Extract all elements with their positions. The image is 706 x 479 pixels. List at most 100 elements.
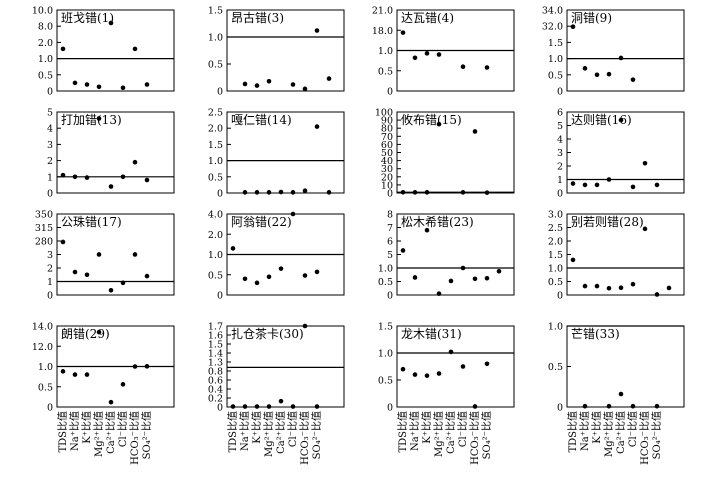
panel-title: 达瓦错(4): [401, 11, 454, 25]
data-point: [630, 184, 636, 190]
y-tick-label: 1.0: [548, 322, 563, 333]
x-tick-label: TDS比值: [566, 411, 579, 453]
data-point: [642, 226, 648, 232]
data-point: [314, 404, 320, 409]
panel-0: 10.0 8.0 2.0 1.0 0.5 0 班戈错(1): [32, 6, 175, 98]
panel-title: 嘎仁错(14): [231, 113, 292, 127]
y-tick-label: 1: [557, 175, 563, 186]
data-point: [618, 285, 624, 291]
x-tick-label: Na⁺比值: [578, 411, 591, 451]
y-tick-label: 0.5: [378, 66, 393, 77]
panel-title: 松木希错(23): [401, 214, 474, 229]
y-tick-label: 20: [381, 172, 393, 183]
data-point: [424, 227, 430, 233]
data-point: [460, 265, 466, 271]
data-point: [72, 372, 78, 377]
y-tick-label: 40: [381, 156, 393, 167]
data-point: [60, 239, 66, 245]
data-point: [654, 182, 660, 188]
plot-frame: [226, 9, 345, 92]
data-point: [266, 78, 272, 84]
data-point: [230, 246, 236, 251]
data-point: [266, 190, 272, 195]
data-point: [606, 177, 612, 182]
data-point: [144, 82, 150, 87]
data-point: [460, 190, 466, 195]
panel-title: 公珠错(17): [61, 215, 122, 229]
y-tick-label: 0.5: [208, 60, 223, 71]
data-point: [290, 404, 296, 409]
y-tick-label: 280: [35, 237, 53, 248]
data-point: [496, 268, 502, 274]
y-tick-label: 2: [557, 162, 563, 173]
data-point: [436, 121, 442, 127]
x-tick-label: HCO₃⁻比值: [638, 411, 651, 465]
panel-15: 1.0 0.5 0 芒错(33) TDS比值 Na⁺比值 K⁺比值 Mg²⁺比值 Ca²⁺比值 C…: [548, 322, 685, 465]
panel-3: 34.0 32.0 1.5 1.0 0.5 0 洞错(9): [542, 6, 685, 98]
data-point: [654, 403, 660, 409]
y-tick-label: 0: [217, 403, 223, 414]
data-point: [484, 275, 490, 281]
x-tick-label: SO₄²⁻比值: [310, 411, 323, 459]
data-point: [132, 159, 138, 165]
data-point: [72, 80, 78, 86]
data-point: [326, 76, 332, 81]
data-point: [266, 274, 272, 280]
x-tick-label: HCO₃⁻比值: [468, 411, 481, 465]
data-point: [594, 283, 600, 289]
data-point: [400, 366, 406, 372]
panel-11: 3.0 2.5 2.0 1.5 1.0 0.5 0 别若则错(28): [548, 210, 685, 302]
data-point: [120, 174, 126, 180]
y-tick-label: 1.4: [208, 349, 223, 360]
data-point: [96, 116, 102, 121]
y-tick-label: 0: [557, 87, 563, 98]
plot-frame: [226, 325, 345, 408]
data-point: [132, 252, 138, 257]
data-point: [314, 269, 320, 275]
panel-title: 扎仓茶卡(30): [231, 326, 304, 341]
data-point: [314, 28, 320, 33]
x-tick-label: Mg²⁺比值: [602, 411, 615, 457]
y-tick-label: 4: [47, 124, 53, 135]
x-tick-label: Ca²⁺比值: [104, 411, 117, 454]
x-tick-label: SO₄²⁻比值: [650, 411, 663, 459]
data-point: [230, 404, 236, 409]
data-point: [290, 82, 296, 87]
y-tick-label: 1.0: [548, 54, 563, 65]
y-tick-label: 0.4: [208, 385, 223, 396]
data-point: [84, 175, 90, 180]
y-tick-label: 0: [47, 87, 53, 98]
data-point: [120, 382, 126, 387]
data-point: [60, 46, 66, 52]
y-tick-label: 1.5: [378, 322, 393, 333]
y-tick-label: 2.5: [208, 108, 223, 119]
y-tick-label: 0.5: [548, 362, 563, 373]
y-tick-label: 0: [47, 403, 53, 414]
data-point: [472, 404, 478, 409]
data-point: [326, 190, 332, 195]
data-point: [84, 82, 90, 87]
data-point: [642, 161, 648, 166]
panel-title: 班戈错(1): [61, 11, 114, 25]
x-tick-label: K⁺比值: [80, 411, 93, 444]
y-tick-label: 0.5: [208, 270, 223, 281]
y-tick-label: 1.0: [208, 250, 223, 261]
y-tick-label: 18.0: [372, 26, 393, 37]
panel-title: 洞错(9): [571, 11, 612, 25]
data-point: [424, 373, 430, 378]
y-tick-label: 4.0: [208, 210, 223, 221]
data-point: [424, 190, 430, 195]
data-point: [266, 404, 272, 409]
y-tick-label: 0: [387, 87, 393, 98]
data-point: [594, 72, 600, 78]
data-point: [460, 64, 466, 69]
y-tick-label: 0.5: [378, 376, 393, 387]
x-tick-label: Na⁺比值: [68, 411, 81, 451]
data-point: [96, 84, 102, 90]
x-tick-label: HCO₃⁻比值: [298, 411, 311, 465]
y-tick-label: 2.0: [208, 230, 223, 241]
x-tick-label: Na⁺比值: [408, 411, 421, 451]
y-tick-label: 1.6: [208, 331, 223, 342]
